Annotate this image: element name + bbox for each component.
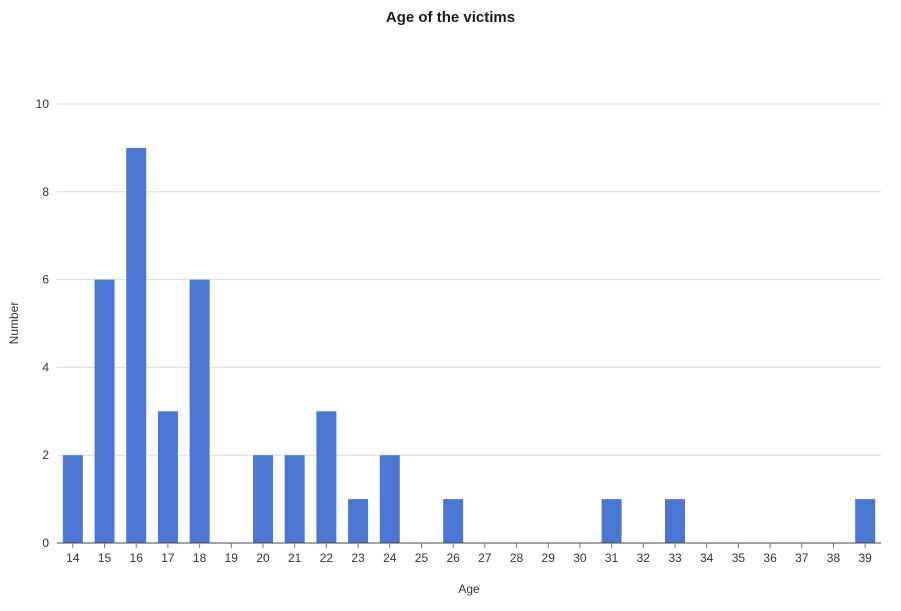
x-tick-label-14: 14 [66,551,80,565]
x-tick-label-23: 23 [351,551,365,565]
x-tick-label-17: 17 [161,551,175,565]
x-tick-label-21: 21 [288,551,302,565]
x-tick-label-16: 16 [130,551,144,565]
x-tick-label-33: 33 [668,551,682,565]
y-tick-label-6: 6 [42,273,49,287]
x-tick-label-29: 29 [542,551,556,565]
x-tick-label-20: 20 [256,551,270,565]
bar-21 [284,455,305,543]
bar-24 [379,455,400,543]
bar-39 [855,499,876,543]
x-tick-label-15: 15 [98,551,112,565]
bar-14 [62,455,83,543]
y-tick-label-4: 4 [42,360,49,374]
x-tick-label-24: 24 [383,551,397,565]
y-axis-label: Number [7,301,21,345]
x-tick-label-22: 22 [320,551,334,565]
x-tick-label-26: 26 [446,551,460,565]
y-tick-label-8: 8 [42,185,49,199]
x-tick-label-31: 31 [605,551,619,565]
y-tick-label-2: 2 [42,448,49,462]
chart-title: Age of the victims [385,9,516,26]
y-tick-label-0: 0 [42,536,49,550]
x-tick-label-19: 19 [225,551,239,565]
bar-16 [126,147,147,543]
x-tick-label-18: 18 [193,551,207,565]
bar-20 [253,455,273,543]
bar-18 [189,279,210,543]
x-tick-label-27: 27 [478,551,492,565]
x-tick-label-28: 28 [510,551,524,565]
x-tick-label-32: 32 [637,551,651,565]
bar-31 [601,499,622,543]
x-axis-label: Age [458,582,480,596]
bar-26 [443,499,464,543]
x-tick-label-30: 30 [573,551,587,565]
bar-23 [348,499,369,543]
x-tick-label-36: 36 [763,551,777,565]
bar-15 [94,279,115,543]
y-tick-label-10: 10 [36,97,50,111]
bar-22 [316,411,337,543]
x-tick-label-37: 37 [795,551,809,565]
x-tick-label-39: 39 [858,551,872,565]
x-tick-label-35: 35 [732,551,746,565]
x-tick-label-34: 34 [700,551,714,565]
x-tick-label-38: 38 [827,551,841,565]
bar-33 [665,499,685,543]
x-tick-label-25: 25 [415,551,429,565]
bar-17 [157,411,178,543]
